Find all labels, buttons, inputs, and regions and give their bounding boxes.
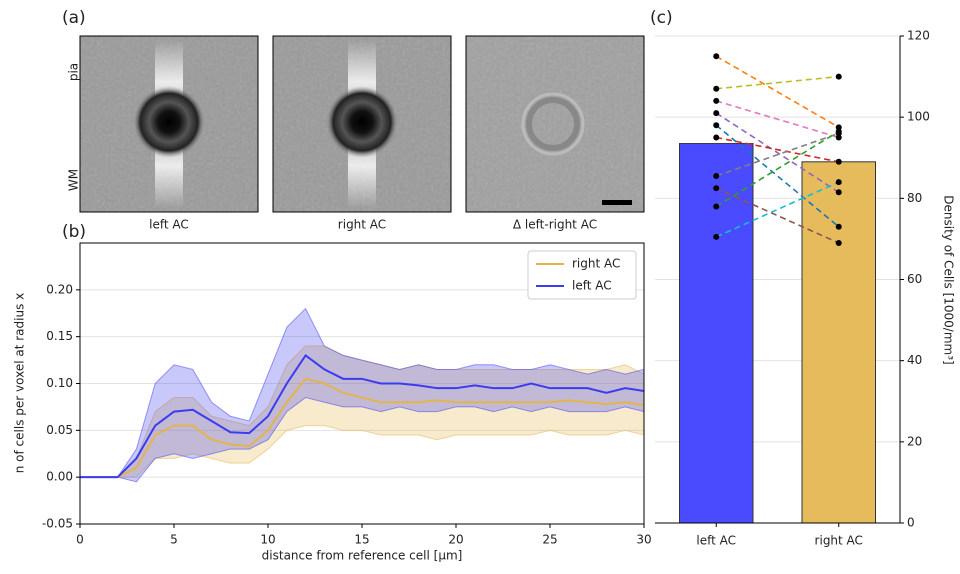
y-tick-label: 120 <box>907 29 930 43</box>
x-tick-label: 0 <box>76 533 84 547</box>
pair-point <box>836 128 842 134</box>
legend-label: right AC <box>572 257 620 271</box>
side-label: WM <box>67 169 81 191</box>
pair-point <box>836 189 842 195</box>
y-tick-label: 20 <box>907 434 922 448</box>
y-tick-label: 60 <box>907 272 922 286</box>
y-tick-label: 0.10 <box>46 376 73 390</box>
image-caption: Δ left-right AC <box>513 218 597 232</box>
x-tick-label: left AC <box>696 534 736 548</box>
pair-point <box>713 98 719 104</box>
y-tick-label: 0.20 <box>46 282 73 296</box>
pair-point <box>836 179 842 185</box>
y-tick-label: 40 <box>907 353 922 367</box>
x-tick-label: 25 <box>542 533 557 547</box>
pair-point <box>836 224 842 230</box>
x-tick-label: 10 <box>260 533 275 547</box>
y-tick-label: -0.05 <box>42 517 73 531</box>
pair-point <box>713 122 719 128</box>
pair-point <box>713 234 719 240</box>
pair-point <box>713 203 719 209</box>
y-tick-label: 80 <box>907 191 922 205</box>
y-axis-label: Density of Cells [1000/mm³] <box>942 195 956 364</box>
bar <box>802 162 876 523</box>
pair-point <box>713 173 719 179</box>
pair-point <box>713 134 719 140</box>
bar <box>680 144 754 523</box>
x-tick-label: 15 <box>354 533 369 547</box>
image-caption: left AC <box>149 218 189 232</box>
pair-point <box>713 53 719 59</box>
x-tick-label: 5 <box>170 533 178 547</box>
x-tick-label: 30 <box>636 533 651 547</box>
pair-point <box>836 74 842 80</box>
panel-label: (c) <box>650 8 673 28</box>
pair-point <box>836 159 842 165</box>
pair-point <box>836 240 842 246</box>
pair-line <box>716 56 839 127</box>
y-tick-label: 0.15 <box>46 329 73 343</box>
pair-line <box>716 77 839 89</box>
panel-label: (b) <box>62 222 86 242</box>
pair-point <box>713 185 719 191</box>
y-tick-label: 100 <box>907 110 930 124</box>
pair-point <box>713 86 719 92</box>
y-axis-label: n of cells per voxel at radius x <box>13 293 27 474</box>
y-tick-label: 0.00 <box>46 470 73 484</box>
pair-point <box>713 110 719 116</box>
x-axis-label: distance from reference cell [µm] <box>262 549 463 563</box>
image-diff <box>466 36 644 212</box>
image-caption: right AC <box>338 218 386 232</box>
figure: (a) pia WM left AC right AC Δ left-right… <box>0 0 960 570</box>
x-tick-label: right AC <box>815 534 863 548</box>
side-label: pia <box>67 63 81 81</box>
y-tick-label: 0.05 <box>46 423 73 437</box>
pair-line <box>716 101 839 138</box>
image-right <box>273 36 451 212</box>
x-tick-label: 20 <box>448 533 463 547</box>
legend-label: left AC <box>572 279 612 293</box>
y-tick-label: 0 <box>907 516 915 530</box>
image-left <box>80 36 258 212</box>
error-band <box>80 309 644 482</box>
panel-label: (a) <box>62 8 86 28</box>
